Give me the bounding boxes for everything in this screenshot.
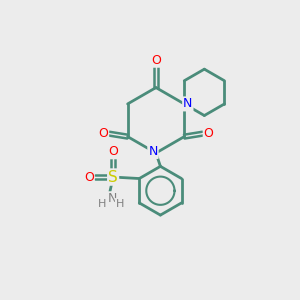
Text: N: N — [183, 98, 193, 110]
Text: N: N — [108, 192, 117, 205]
Text: O: O — [204, 127, 214, 140]
Text: O: O — [151, 54, 161, 67]
Text: S: S — [108, 169, 118, 184]
Text: N: N — [148, 145, 158, 158]
Text: O: O — [98, 127, 108, 140]
Text: O: O — [108, 145, 118, 158]
Text: H: H — [98, 199, 106, 209]
Text: H: H — [116, 199, 124, 209]
Text: O: O — [84, 170, 94, 184]
